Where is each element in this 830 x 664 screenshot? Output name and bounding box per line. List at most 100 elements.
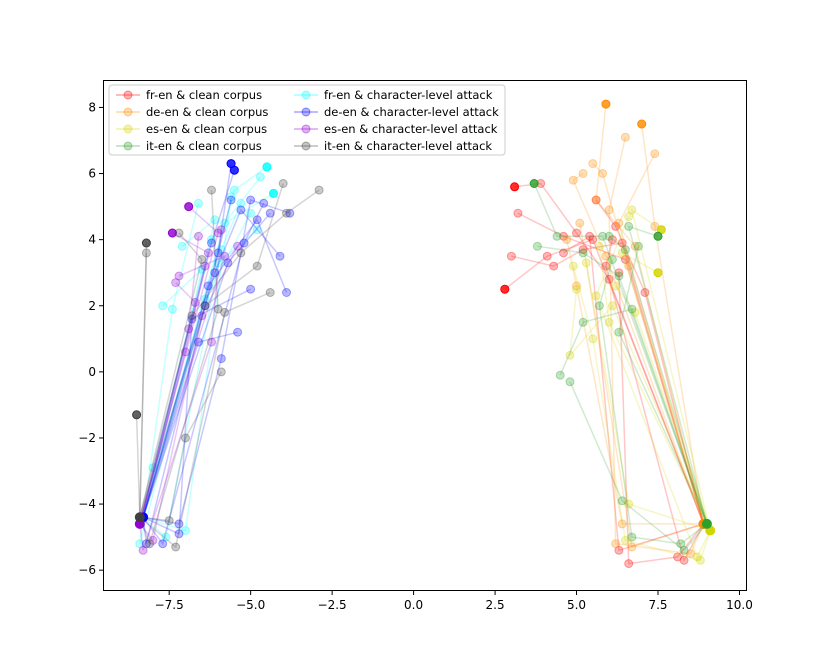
data-point [174,228,184,238]
series-line [142,217,217,518]
data-point [220,307,230,317]
series-line [142,218,288,518]
series-line [598,259,708,545]
data-point [620,535,630,545]
y-tick-label: −6 [78,563,96,577]
data-point [607,301,617,311]
data-point [611,281,621,291]
legend-marker [301,141,311,151]
data-point [604,317,614,327]
data-point [617,238,627,248]
data-point [617,519,627,529]
data-point [275,251,285,261]
data-point [223,258,233,268]
data-point [500,284,510,294]
series-6 [134,202,243,555]
legend-item: it-en & clean corpus [116,139,262,153]
data-point [565,350,575,360]
series-line [537,245,708,525]
data-point [141,248,151,258]
series-line [569,289,711,531]
data-point [627,205,637,215]
series-line [139,282,197,525]
data-point [177,241,187,251]
series-line [630,208,711,531]
data-point [624,499,634,509]
data-point [229,165,239,175]
y-axis: −6 −4 −2 0 2 4 6 8 [78,100,104,577]
data-point [171,542,181,552]
legend: fr-en & clean corpus de-en & clean corpus… [108,84,506,156]
y-tick-label: 6 [88,167,96,181]
x-tick-label: −5.0 [236,598,265,612]
series-line [139,245,239,543]
series-line [511,242,705,525]
data-point [197,255,207,264]
data-point [236,198,246,208]
series-line [142,199,232,544]
data-point [220,251,230,261]
data-point [591,195,601,205]
data-point [568,261,578,271]
axes-frame [103,80,747,591]
data-point [620,245,630,255]
series-line [572,172,705,525]
x-tick-label: −7.5 [155,598,184,612]
data-point [236,205,246,215]
y-tick-label: 4 [88,233,96,247]
data-point [200,261,210,271]
data-point [213,228,223,238]
series-line [142,229,258,518]
data-point [216,354,226,364]
series-line [640,123,705,525]
data-point [614,218,624,228]
data-point [624,212,634,221]
data-point [627,542,637,552]
data-point [262,162,272,172]
data-point [624,559,634,569]
data-point [542,251,552,261]
data-point [216,367,226,377]
data-point [653,231,663,241]
legend-item: it-en & character-level attack [294,139,492,153]
data-point [640,288,650,297]
data-point [158,301,168,311]
legend-items: fr-en & clean corpus de-en & clean corpus… [116,88,499,153]
data-point [252,215,262,225]
legend-marker [123,107,133,117]
data-point [246,208,256,218]
data-point [562,235,572,245]
series-line [572,265,711,562]
legend-item: fr-en & character-level attack [294,88,493,102]
series-line [579,222,704,548]
series-line [142,199,291,525]
data-point [181,433,190,443]
series-line [142,196,232,532]
data-point [653,268,663,278]
data-point [200,294,210,304]
series-line [620,251,711,531]
series-line [504,238,705,525]
data-point [552,231,562,241]
data-point [269,188,278,198]
data-point [594,241,604,251]
data-point [314,185,324,195]
data-point [549,261,559,271]
x-axis: −7.5 −5.0 −2.5 0.0 2.5 5.0 7.5 10.0 [155,590,753,612]
series-line [139,371,222,522]
data-point [161,532,171,542]
data-point [207,235,216,245]
data-point [620,255,630,264]
series-line [142,212,271,518]
data-point [239,238,249,248]
data-point [203,281,213,291]
data-point [282,288,291,297]
series-line [142,169,236,518]
data-point [216,245,226,255]
data-point [695,555,705,565]
data-point [184,202,194,212]
series-line [627,225,708,525]
data-point [220,218,230,228]
series-3 [529,179,712,555]
